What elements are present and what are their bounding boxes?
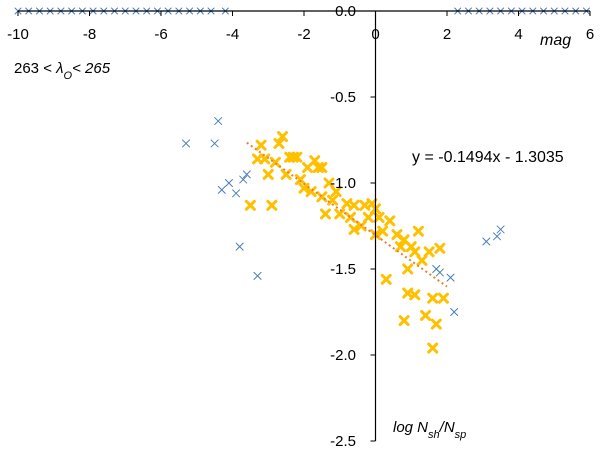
data-point xyxy=(210,139,219,148)
x-axis-label: mag xyxy=(540,32,571,49)
fit-data-point xyxy=(427,292,439,304)
plot-elements xyxy=(14,7,590,354)
fit-data-point xyxy=(330,186,342,198)
fit-data-point xyxy=(255,139,267,151)
data-point xyxy=(235,242,244,251)
y-tick-label: -0.5 xyxy=(330,89,356,106)
data-point xyxy=(493,232,502,241)
trendline-equation: y = -0.1494x - 1.3035 xyxy=(412,149,564,166)
fit-data-point xyxy=(434,242,446,254)
y-tick-label: -1.5 xyxy=(330,261,356,278)
data-point xyxy=(450,308,459,316)
data-point xyxy=(253,271,262,280)
fit-data-point xyxy=(269,156,281,168)
x-tick-label: 4 xyxy=(514,26,522,43)
x-tick-label: 2 xyxy=(443,26,451,43)
fit-data-point xyxy=(316,162,328,174)
fit-data-point xyxy=(409,289,421,301)
fit-data-point xyxy=(273,137,285,149)
fit-data-point xyxy=(380,273,392,285)
data-point xyxy=(242,170,251,179)
data-point xyxy=(239,175,248,184)
data-point xyxy=(217,185,226,194)
data-point xyxy=(482,237,491,246)
data-point xyxy=(496,225,505,234)
fit-data-point xyxy=(423,246,435,258)
fit-data-point xyxy=(259,153,271,165)
y-ticks: -2.5 -2.0 -1.5 -1.0 -0.5 0.0 xyxy=(330,3,376,450)
fit-data-point xyxy=(427,342,439,354)
fit-data-point xyxy=(362,211,374,223)
fit-data-point xyxy=(294,174,306,186)
fit-data-point xyxy=(327,194,339,206)
y-axis-label: log Nsh/Nsp xyxy=(393,419,466,441)
fit-data-point xyxy=(412,225,424,237)
x-tick-label: -8 xyxy=(83,26,96,43)
fit-data-point xyxy=(437,292,449,304)
trendline xyxy=(246,141,448,288)
x-tick-label: 6 xyxy=(586,26,594,43)
data-point xyxy=(214,117,223,126)
fit-data-point xyxy=(280,168,292,180)
fit-data-point xyxy=(402,263,414,275)
y-tick-label: 0.0 xyxy=(335,3,356,20)
data-point xyxy=(232,189,241,198)
fit-data-point xyxy=(395,241,407,253)
fit-data-point xyxy=(266,199,278,211)
fit-data-point xyxy=(305,186,317,198)
y-tick-label: -2.5 xyxy=(330,433,356,450)
fit-data-point xyxy=(291,151,303,163)
fit-data-point xyxy=(319,208,331,220)
fit-data-point xyxy=(420,309,432,321)
data-point xyxy=(182,139,191,148)
x-tick-label: -6 xyxy=(154,26,167,43)
x-tick-label: -10 xyxy=(7,26,29,43)
x-tick-label: -2 xyxy=(297,26,310,43)
data-point xyxy=(446,273,455,282)
fit-data-point xyxy=(298,182,310,194)
fit-data-point xyxy=(373,211,385,223)
fit-data-point xyxy=(244,199,256,211)
x-tick-label: -4 xyxy=(226,26,239,43)
fit-data-point xyxy=(334,208,346,220)
fit-data-point xyxy=(416,254,428,266)
fit-data-point xyxy=(409,246,421,258)
fit-data-point xyxy=(277,131,289,143)
fit-data-point xyxy=(348,199,360,211)
fit-data-point xyxy=(384,215,396,227)
y-tick-label: -2.0 xyxy=(330,347,356,364)
data-point xyxy=(432,265,441,273)
fit-data-point xyxy=(348,223,360,235)
y-tick-label: -1.0 xyxy=(330,175,356,192)
x-tick-label: 0 xyxy=(371,26,379,43)
fit-data-point xyxy=(323,177,335,189)
fit-data-point xyxy=(398,315,410,327)
chart-subtitle: 263 < λO< 265 xyxy=(14,60,111,82)
fit-data-point xyxy=(377,225,389,237)
fit-data-point xyxy=(262,168,274,180)
x-ticks: -10 -8 -6 -4 -2 0 2 4 6 xyxy=(7,11,594,43)
fit-data-point xyxy=(430,318,442,330)
data-point xyxy=(224,179,233,187)
